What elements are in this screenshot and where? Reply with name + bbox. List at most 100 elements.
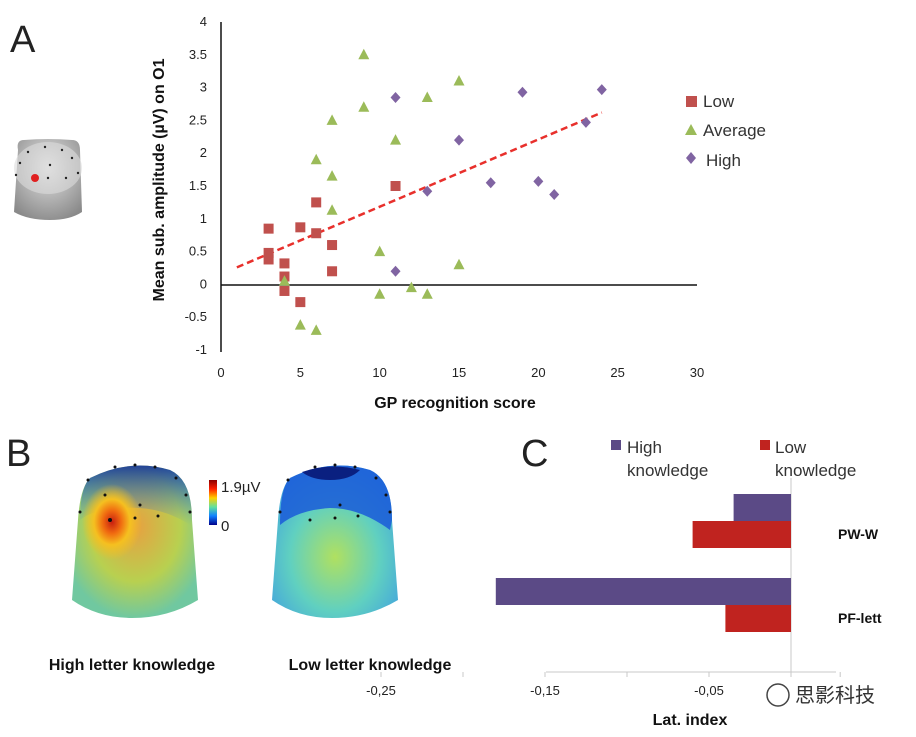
bar-high-knowledge-pf-lett <box>495 578 791 605</box>
panel-letter-c: C <box>521 433 548 475</box>
point-average <box>453 75 465 86</box>
y-tick-labels: -1 -0.5 0 0.5 1 1.5 2 2.5 3 3.5 4 <box>185 14 207 357</box>
point-high <box>533 175 544 187</box>
x-tick-label: 20 <box>531 365 545 380</box>
legend-marker-high <box>686 152 696 164</box>
c-tick-marks <box>380 672 841 677</box>
colorbar-gradient <box>209 480 217 525</box>
point-average <box>326 170 338 181</box>
point-low <box>295 222 306 233</box>
point-high <box>422 185 433 197</box>
y-tick-label: 1 <box>200 211 207 226</box>
colorbar: 1.9µV 0 <box>209 479 261 535</box>
y-tick-label: 3.5 <box>189 47 207 62</box>
point-low <box>295 297 306 308</box>
legend-marker-high-knowledge <box>611 440 621 450</box>
trendline <box>236 111 603 269</box>
y-tick-label: 3 <box>200 80 207 95</box>
legend-marker-low-knowledge <box>760 440 770 450</box>
point-high <box>596 84 607 96</box>
point-average <box>326 204 338 215</box>
point-high <box>549 189 560 201</box>
point-average <box>278 275 290 286</box>
point-average <box>374 245 386 257</box>
point-low <box>327 240 338 251</box>
c-x-tick-labels: -0,25 -0,15 -0,05 <box>366 683 724 698</box>
y-tick-label: 2 <box>200 145 207 160</box>
x-tick-label: 0 <box>217 365 224 380</box>
x-tick-label: 5 <box>297 365 304 380</box>
panel-c: C High knowledge Low knowledge PW-W PF-l… <box>366 433 882 729</box>
bars <box>495 494 791 632</box>
legend-low-knowledge-line1: Low <box>775 438 807 457</box>
point-high <box>485 177 496 189</box>
y-tick-label: 2.5 <box>189 112 207 127</box>
legend-high-knowledge-line1: High <box>627 438 662 457</box>
colorbar-min-label: 0 <box>221 518 229 535</box>
x-tick-label: 10 <box>372 365 386 380</box>
panel-b: B 1.9µV 0 <box>6 433 451 674</box>
point-low <box>311 197 322 208</box>
legend-label-average: Average <box>703 121 766 140</box>
point-high <box>390 91 401 103</box>
point-average <box>310 324 322 335</box>
caption-high-letter-knowledge: High letter knowledge <box>49 657 215 674</box>
y-tick-label: -0.5 <box>185 309 207 324</box>
point-average <box>358 48 370 60</box>
point-high <box>390 265 401 277</box>
category-label-pf-lett: PF-lett <box>838 610 882 626</box>
point-average <box>390 134 402 145</box>
point-average <box>326 114 338 125</box>
point-high <box>454 134 464 146</box>
point-average <box>405 281 417 293</box>
point-high <box>580 116 591 128</box>
point-high <box>517 86 528 98</box>
x-tick-label: 15 <box>452 365 466 380</box>
panel-letter-a: A <box>10 19 36 61</box>
y-tick-label: 1.5 <box>189 178 207 193</box>
bar-low-knowledge-pw-w <box>692 521 791 548</box>
point-low <box>263 223 274 234</box>
legend-low-knowledge-line2: knowledge <box>775 461 856 480</box>
legend-marker-average <box>685 124 697 135</box>
c-x-axis-title: Lat. index <box>653 712 728 729</box>
point-average <box>421 288 433 299</box>
colorbar-max-label: 1.9µV <box>221 479 261 496</box>
point-average <box>294 319 306 330</box>
topomap-low-knowledge <box>272 463 398 618</box>
legend-high-knowledge-line2: knowledge <box>627 461 708 480</box>
c-x-tick-label: -0,15 <box>530 683 560 698</box>
legend-label-low: Low <box>703 92 735 111</box>
point-average <box>358 101 370 112</box>
point-average <box>374 288 386 299</box>
topomap-high-knowledge <box>72 463 198 618</box>
point-average <box>453 258 465 270</box>
panel-letter-b: B <box>6 433 31 475</box>
bar-low-knowledge-pf-lett <box>725 605 791 632</box>
wechat-icon <box>766 683 790 707</box>
watermark: 思影科技 <box>766 683 875 707</box>
legend-label-high: High <box>706 151 741 170</box>
point-low <box>390 181 401 191</box>
y-tick-label: 0.5 <box>189 244 207 259</box>
point-average <box>310 153 322 165</box>
x-axis-title: GP recognition score <box>374 395 536 412</box>
point-low <box>327 266 338 277</box>
head-electrode-icon <box>14 139 82 220</box>
point-low <box>263 247 274 258</box>
point-low <box>311 228 322 239</box>
scatter-points <box>263 48 607 335</box>
x-tick-labels: 0 5 10 15 20 25 30 <box>217 365 704 380</box>
y-tick-label: -1 <box>195 342 207 357</box>
caption-low-letter-knowledge: Low letter knowledge <box>289 657 452 674</box>
legend: Low Average High <box>685 92 766 170</box>
x-tick-label: 30 <box>690 365 704 380</box>
watermark-text: 思影科技 <box>795 684 875 707</box>
legend-marker-low <box>686 96 697 107</box>
x-tick-label: 25 <box>610 365 624 380</box>
point-low <box>263 254 274 265</box>
point-low <box>279 258 290 269</box>
c-x-tick-label: -0,25 <box>366 683 396 698</box>
bar-legend: High knowledge Low knowledge <box>611 438 856 480</box>
